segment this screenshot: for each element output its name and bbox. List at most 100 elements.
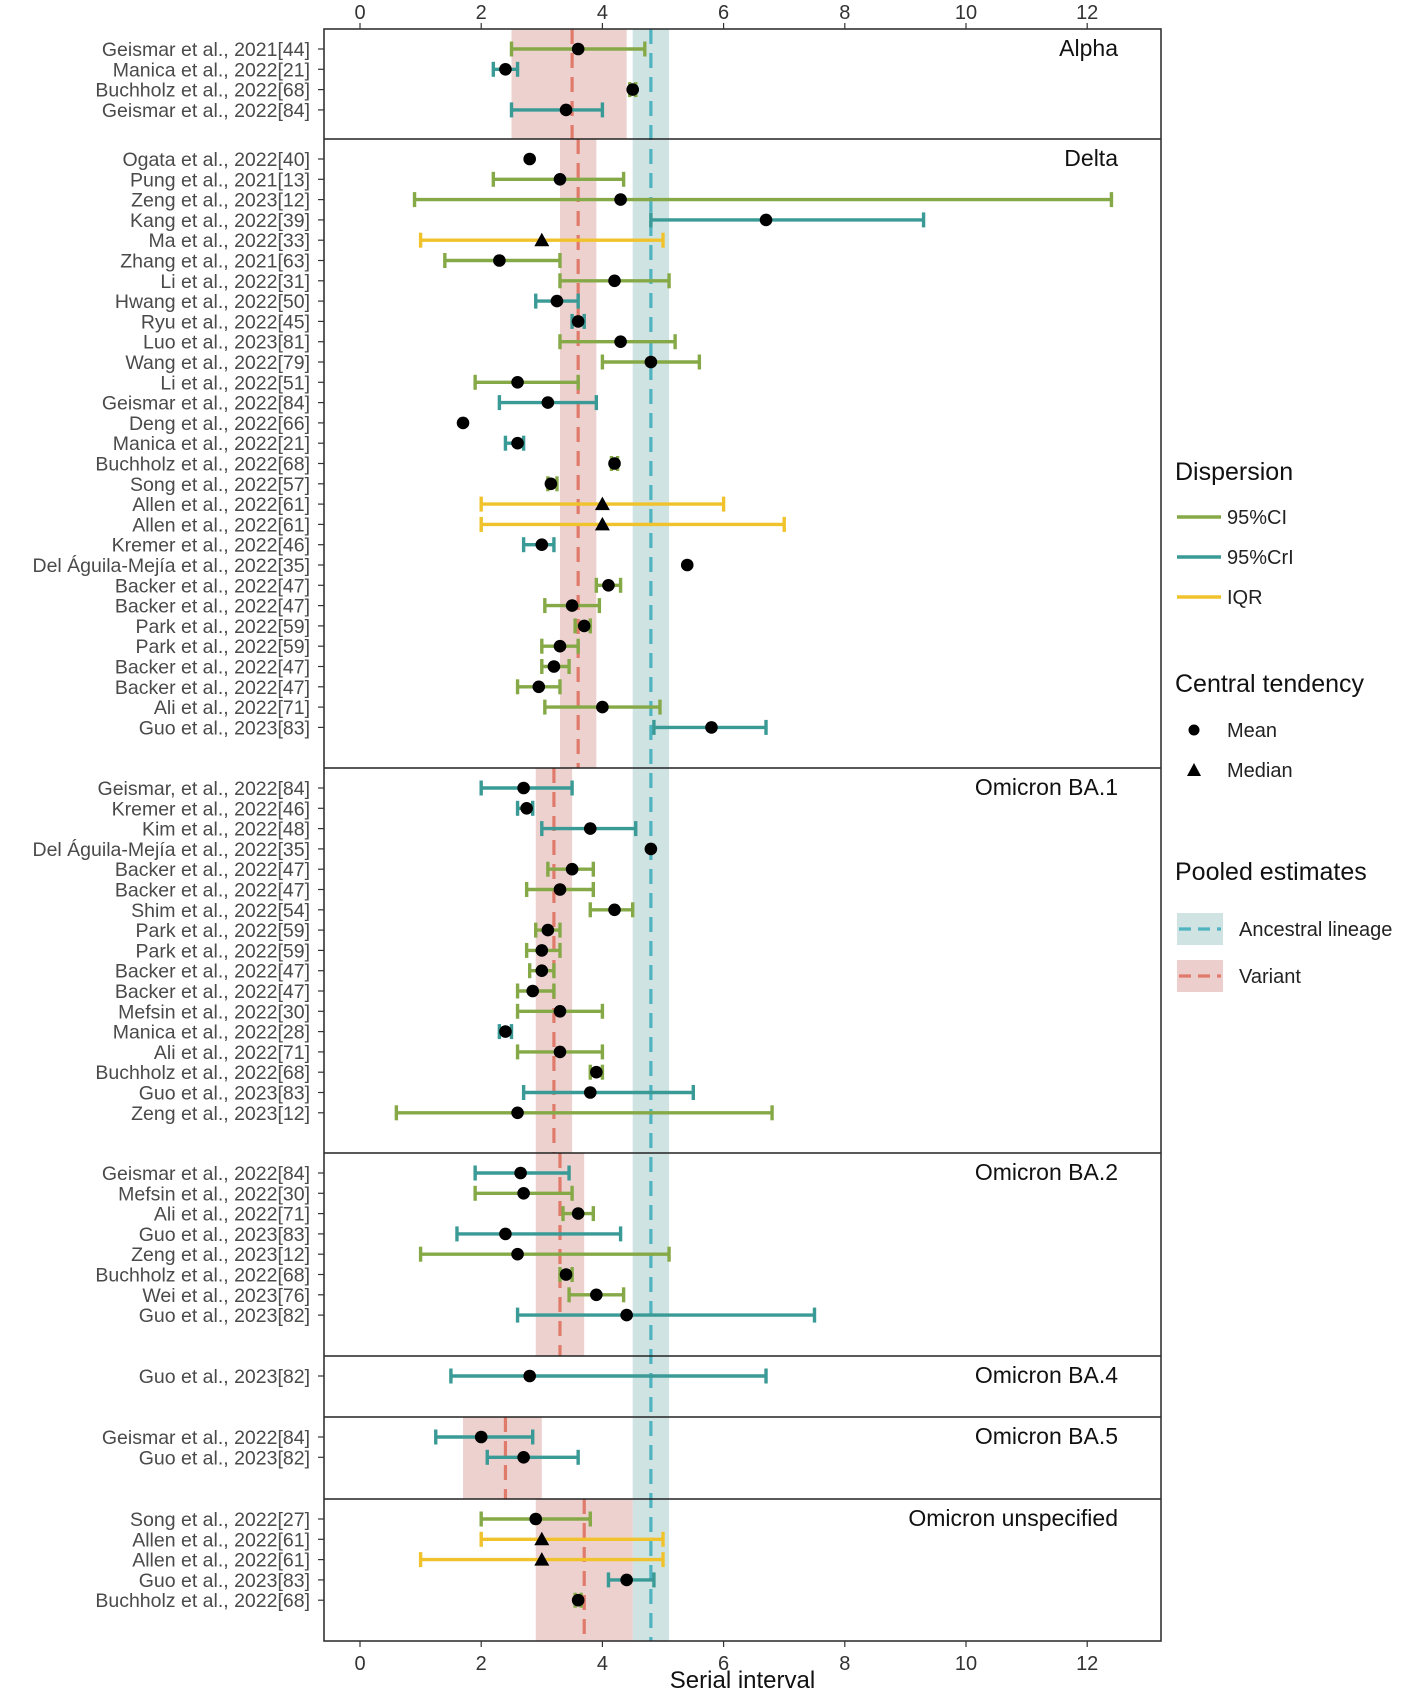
study-label: Ali et al., 2022[71] (154, 1042, 310, 1064)
mean-marker (577, 619, 591, 633)
mean-marker (614, 335, 627, 349)
mean-marker (553, 173, 567, 186)
x-tick-label-bottom: 10 (955, 1653, 977, 1675)
mean-marker (626, 83, 639, 96)
legend-label: 95%CI (1227, 507, 1287, 529)
mean-marker (514, 1166, 527, 1180)
study-label: Ali et al., 2022[71] (154, 697, 310, 719)
x-tick-label-top: 12 (1076, 2, 1098, 24)
panel-omicron-ba-5: Omicron BA.5 Geismar et al., 2022[84]Guo … (102, 1423, 1118, 1469)
mean-marker (571, 42, 585, 56)
mean-marker (571, 315, 585, 328)
study-label: Buchholz et al., 2022[68] (95, 80, 310, 102)
mean-marker (553, 1045, 567, 1059)
study-label: Wei et al., 2023[76] (142, 1285, 310, 1307)
study-label: Backer et al., 2022[47] (115, 657, 310, 679)
study-label: Del Águila-Mejía et al., 2022[35] (33, 838, 311, 861)
mean-marker (523, 1369, 536, 1383)
mean-marker (517, 1187, 530, 1200)
variant-pooled-band (535, 1499, 633, 1641)
study-label: Mefsin et al., 2022[30] (118, 1183, 310, 1205)
mean-marker (511, 1247, 524, 1261)
study-label: Manica et al., 2022[28] (113, 1022, 310, 1044)
study-label: Ali et al., 2022[71] (154, 1204, 310, 1226)
legend-label: Mean (1227, 720, 1277, 742)
study-label: Guo et al., 2023[82] (139, 1447, 310, 1469)
study-label: Li et al., 2022[31] (160, 271, 310, 293)
study-label: Backer et al., 2022[47] (115, 961, 310, 983)
median-marker (534, 1531, 550, 1546)
legend-label: Variant (1239, 966, 1301, 988)
mean-marker (511, 436, 524, 450)
mean-marker (511, 1106, 524, 1120)
panel-delta: Delta Ogata et al., 2022[40]Pung et al., … (33, 145, 1119, 739)
study-label: Buchholz et al., 2022[68] (95, 1265, 310, 1287)
plot-frame (323, 28, 1162, 1642)
study-label: Backer et al., 2022[47] (115, 575, 310, 597)
study-label: Backer et al., 2022[47] (115, 981, 310, 1003)
mean-marker (759, 213, 773, 227)
study-label: Park et al., 2022[59] (135, 920, 310, 942)
legend-label: Ancestral lineage (1239, 919, 1392, 941)
mean-marker (608, 274, 621, 288)
study-label: Zeng et al., 2023[12] (131, 190, 310, 212)
mean-marker (474, 1430, 488, 1444)
mean-marker (590, 1065, 603, 1079)
panel-omicron-ba-1: Omicron BA.1 Geismar, et al., 2022[84]Kre… (33, 774, 1119, 1125)
study-label: Kremer et al., 2022[46] (112, 535, 310, 557)
mean-marker (526, 984, 540, 998)
mean-marker (499, 1025, 512, 1038)
x-tick-label-top: 8 (839, 2, 850, 24)
legend-median-marker (1187, 763, 1201, 776)
study-label: Guo et al., 2023[82] (139, 1305, 310, 1327)
legend-pooled-title: Pooled estimates (1175, 858, 1367, 886)
mean-marker (644, 355, 658, 369)
mean-marker (532, 680, 546, 694)
panel-title: Omicron BA.1 (975, 774, 1118, 800)
mean-marker (583, 822, 597, 835)
study-label: Guo et al., 2023[83] (139, 717, 310, 739)
mean-marker (614, 193, 627, 206)
x-tick-label-top: 2 (476, 2, 487, 24)
x-tick-label-bottom: 12 (1076, 1653, 1098, 1675)
study-label: Backer et al., 2022[47] (115, 880, 310, 902)
mean-marker (535, 944, 549, 957)
panel-title: Omicron BA.5 (975, 1423, 1118, 1449)
x-tick-label-top: 0 (354, 2, 365, 24)
study-label: Buchholz et al., 2022[68] (95, 1590, 310, 1612)
study-label: Geismar et al., 2022[84] (102, 100, 310, 122)
study-label: Geismar et al., 2021[44] (102, 39, 310, 61)
panel-title: Omicron BA.2 (975, 1159, 1118, 1185)
study-label: Hwang et al., 2022[50] (115, 291, 310, 313)
mean-marker (523, 152, 536, 166)
mean-marker (596, 700, 609, 714)
legend-label: Median (1227, 760, 1293, 782)
study-label: Backer et al., 2022[47] (115, 677, 310, 699)
panel-omicron-ba-4: Omicron BA.4 Guo et al., 2023[82] (139, 1362, 1119, 1388)
mean-marker (565, 862, 579, 876)
mean-marker (553, 883, 567, 896)
study-label: Wang et al., 2022[79] (125, 352, 310, 374)
mean-marker (535, 964, 549, 977)
study-label: Zeng et al., 2023[12] (131, 1103, 310, 1125)
study-label: Guo et al., 2023[83] (139, 1083, 310, 1105)
mean-marker (493, 254, 506, 267)
study-label: Guo et al., 2023[82] (139, 1366, 310, 1388)
mean-marker (705, 721, 718, 734)
mean-marker (571, 1207, 585, 1220)
study-label: Del Águila-Mejía et al., 2022[35] (33, 554, 311, 577)
mean-marker (565, 599, 579, 612)
x-tick-label-top: 4 (597, 2, 608, 24)
study-label: Allen et al., 2022[61] (132, 494, 310, 516)
panel-title: Delta (1064, 145, 1118, 171)
study-label: Geismar et al., 2022[84] (102, 1163, 310, 1185)
x-tick-label-bottom: 6 (718, 1653, 729, 1675)
x-tick-label-top: 10 (955, 2, 977, 24)
mean-marker (608, 903, 621, 917)
study-label: Park et al., 2022[59] (135, 636, 310, 658)
study-label: Mefsin et al., 2022[30] (118, 1001, 310, 1023)
median-marker (594, 516, 610, 531)
x-tick-label-bottom: 0 (354, 1653, 365, 1675)
mean-marker (550, 294, 564, 308)
study-label: Allen et al., 2022[61] (132, 514, 310, 536)
